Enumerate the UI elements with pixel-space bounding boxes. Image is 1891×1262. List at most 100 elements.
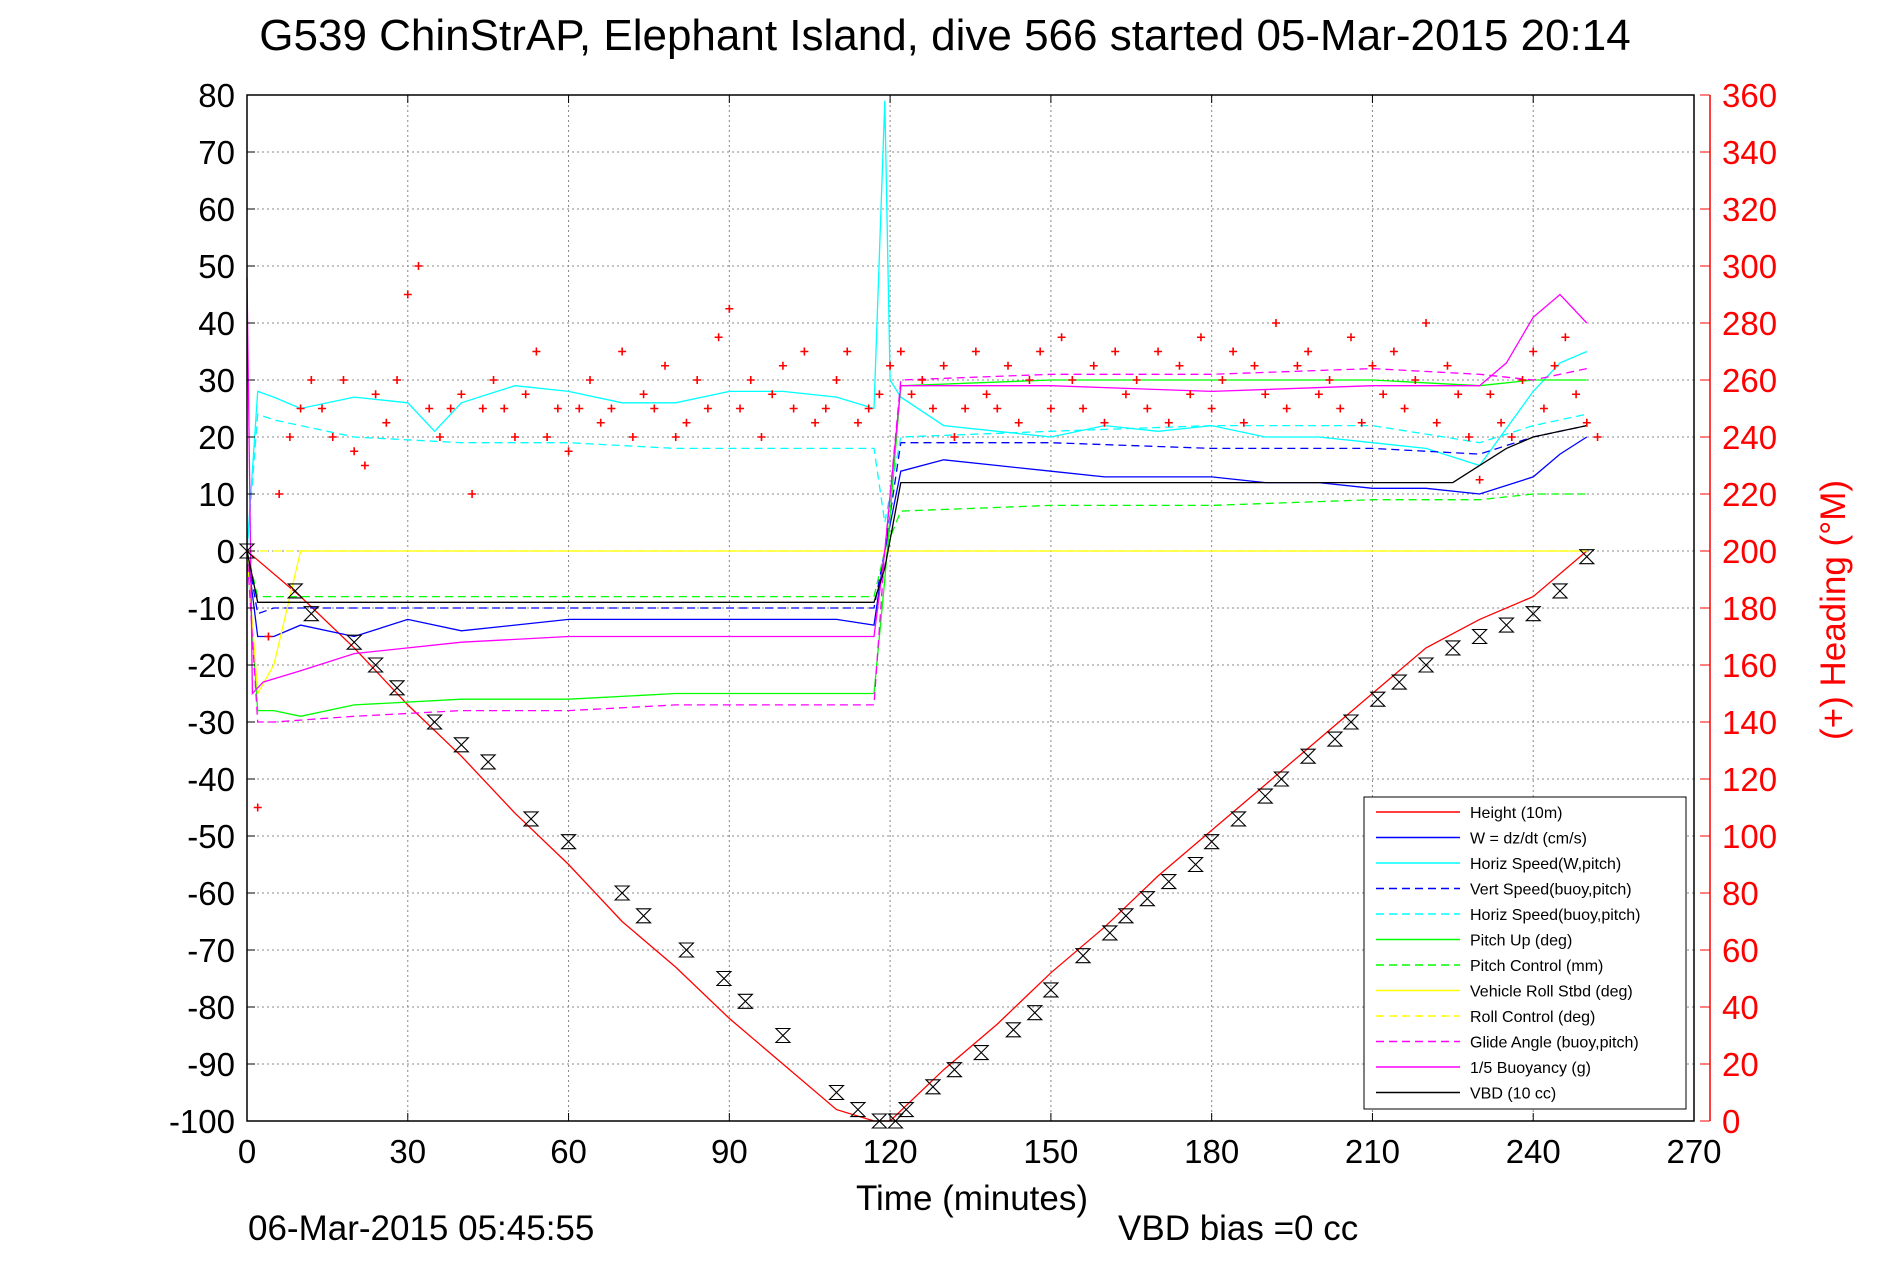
heading-point (1443, 361, 1452, 370)
series-line-10 (246, 277, 1588, 696)
heading-point (1068, 376, 1077, 384)
heading-point (789, 404, 798, 413)
vbd-marker (1524, 606, 1542, 622)
heading-point (1175, 361, 1184, 370)
legend-label: Vehicle Roll Stbd (deg) (1470, 984, 1633, 1001)
heading-point (1164, 418, 1173, 427)
heading-point (1239, 418, 1248, 427)
heading-point (682, 418, 691, 427)
y-tick-label: 10 (198, 476, 235, 513)
vbd-marker (1390, 674, 1408, 690)
heading-point (1593, 433, 1602, 441)
heading-point (500, 404, 509, 413)
vbd-marker (1369, 691, 1387, 707)
x-tick-label: 240 (1506, 1133, 1561, 1170)
heading-point (1282, 404, 1291, 413)
y-right-tick-label: 360 (1722, 77, 1777, 114)
vbd-marker (678, 942, 695, 958)
y-right-tick-label: 100 (1722, 818, 1777, 855)
vbd-marker (1101, 925, 1119, 941)
heading-point (607, 404, 616, 413)
x-axis-label: Time (minutes) (856, 1179, 1088, 1218)
series-layer (246, 100, 1588, 1122)
heading-point (1518, 376, 1527, 384)
y-right-tick-label: 300 (1722, 248, 1777, 285)
heading-point (350, 447, 359, 456)
heading-point (1325, 376, 1334, 384)
heading-point (543, 433, 552, 441)
heading-point (1389, 347, 1398, 356)
heading-point (1497, 418, 1506, 427)
heading-point (1196, 333, 1205, 342)
heading-point (650, 404, 659, 413)
heading-point (736, 404, 745, 413)
heading-point (1025, 376, 1034, 384)
series-line-2 (246, 100, 1588, 552)
heading-point (886, 361, 895, 370)
heading-point (296, 404, 305, 413)
vbd-marker (871, 1113, 888, 1129)
heading-point (425, 404, 434, 413)
heading-point (521, 390, 530, 399)
vbd-markers (238, 543, 1596, 1129)
vbd-marker (345, 634, 363, 650)
y-tick-label: -60 (187, 875, 235, 912)
heading-point (275, 490, 284, 498)
vbd-marker (774, 1027, 792, 1044)
vbd-marker (1203, 834, 1220, 850)
vbd-marker (367, 657, 384, 673)
heading-point (1432, 418, 1441, 427)
vbd-marker (1551, 583, 1569, 599)
legend-label: Glide Angle (buoy,pitch) (1470, 1035, 1639, 1052)
vbd-marker (522, 811, 540, 827)
series-line-9 (246, 367, 1587, 723)
y-tick-label: 60 (198, 191, 235, 228)
heading-point (1411, 376, 1420, 384)
heading-point (1046, 404, 1055, 413)
heading-point (1368, 361, 1377, 370)
legend-label: Horiz Speed(W,pitch) (1470, 856, 1621, 873)
y-tick-label: 50 (198, 248, 235, 285)
legend: Height (10m) W = dz/dt (cm/s) Horiz Speed(… (1363, 796, 1687, 1110)
heading-point (1464, 433, 1473, 441)
heading-point (1572, 390, 1581, 399)
footer-timestamp: 06-Mar-2015 05:45:55 (248, 1209, 594, 1248)
vbd-marker (1005, 1022, 1022, 1038)
heading-point (1132, 376, 1141, 384)
heading-point (1218, 376, 1227, 384)
heading-point (950, 433, 959, 441)
vbd-marker (887, 1113, 904, 1129)
x-tick-label: 90 (711, 1133, 748, 1170)
vbd-marker (1187, 856, 1204, 873)
heading-point (1229, 347, 1238, 356)
heading-point (1250, 361, 1259, 370)
legend-label: Pitch Control (mm) (1470, 958, 1603, 975)
vbd-marker (1273, 771, 1290, 787)
x-tick-label: 0 (238, 1133, 256, 1170)
heading-point (832, 376, 841, 384)
y-tick-label: 80 (198, 77, 235, 114)
vbd-marker (897, 1102, 915, 1118)
vbd-marker (972, 1045, 990, 1061)
y-right-tick-label: 0 (1722, 1103, 1740, 1140)
vbd-marker (715, 970, 733, 987)
footer-vbd-bias: VBD bias =0 cc (1118, 1209, 1358, 1248)
y-axis-ticks: 80 70 60 50 40 30 20 10 0 -10 -20 -30 -40 -50 -60 -70 -8… (169, 77, 255, 1140)
heading-point (1036, 347, 1045, 356)
y-tick-label: -40 (187, 761, 235, 798)
vbd-marker (737, 993, 754, 1009)
heading-point (585, 376, 594, 384)
legend-label: Roll Control (deg) (1470, 1009, 1595, 1026)
x-tick-label: 150 (1023, 1133, 1078, 1170)
heading-point (1475, 475, 1484, 484)
heading-point (1539, 404, 1548, 413)
vbd-marker (388, 680, 406, 696)
heading-point (800, 347, 809, 356)
heading-point (1186, 390, 1195, 399)
y-right-tick-label: 220 (1722, 476, 1777, 513)
series-line-5 (246, 379, 1587, 717)
x-axis-ticks: 0 30 60 90 120 150 180 210 240 270 (238, 95, 1722, 1170)
vbd-marker (1471, 628, 1488, 645)
vbd-marker (1117, 908, 1135, 924)
heading-point (993, 404, 1002, 413)
